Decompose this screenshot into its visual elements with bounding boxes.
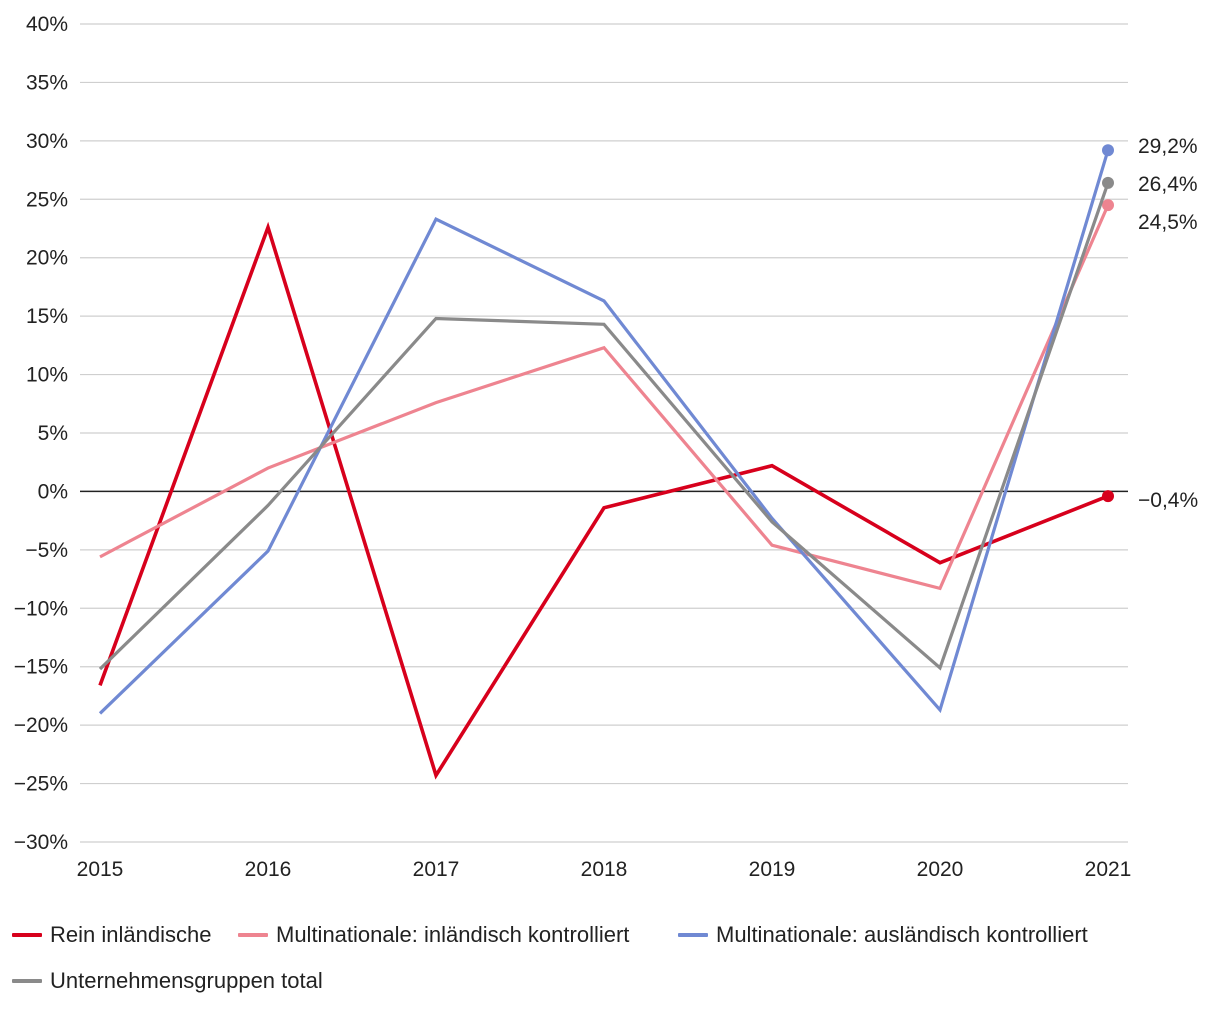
series-line — [98, 221, 1109, 780]
y-tick-label: 10% — [26, 364, 68, 387]
y-axis-ticks: 40% 35% 30% 25% 20% 15% 10% 5% 0% −5% −10% −15% −20%… — [14, 13, 68, 854]
x-tick-label: 2020 — [917, 858, 964, 881]
legend-label: Multinationale: inländisch kontrolliert — [276, 922, 630, 947]
y-tick-label: 35% — [26, 71, 68, 94]
legend-label: Unternehmensgruppen total — [50, 968, 323, 993]
y-tick-label: −20% — [14, 714, 68, 737]
series-end-marker — [1102, 144, 1114, 157]
y-tick-label: −15% — [14, 656, 68, 679]
x-axis-ticks: 2015 2016 2017 2018 2019 2020 2021 — [77, 858, 1132, 881]
y-tick-label: 40% — [26, 13, 68, 36]
legend-item-multinationale-inlaendisch: Multinationale: inländisch kontrolliert — [238, 922, 629, 948]
legend-label: Rein inländische — [50, 922, 212, 947]
legend-swatch — [238, 933, 268, 937]
legend-swatch — [678, 933, 708, 937]
y-tick-label: 20% — [26, 247, 68, 270]
y-tick-label: 0% — [38, 480, 68, 503]
series-end-marker — [1102, 490, 1114, 503]
x-tick-label: 2016 — [245, 858, 292, 881]
y-tick-label: −25% — [14, 773, 68, 796]
end-value-labels: 29,2% 26,4% 24,5% −0,4% — [1138, 135, 1198, 512]
legend-swatch — [12, 933, 42, 937]
y-tick-label: −5% — [25, 539, 68, 562]
x-tick-label: 2021 — [1085, 858, 1132, 881]
legend-swatch — [12, 979, 42, 983]
end-value-label: 26,4% — [1138, 173, 1198, 196]
x-tick-label: 2017 — [413, 858, 460, 881]
y-tick-label: 5% — [38, 422, 68, 445]
y-tick-label: 15% — [26, 305, 68, 328]
series-line — [98, 182, 1110, 671]
y-tick-label: −10% — [14, 597, 68, 620]
series-line — [98, 149, 1110, 715]
series-end-marker — [1102, 199, 1114, 212]
legend-item-unternehmensgruppen-total: Unternehmensgruppen total — [12, 968, 323, 994]
end-value-label: 24,5% — [1138, 211, 1198, 234]
legend-item-rein-inlaendische: Rein inländische — [12, 922, 211, 948]
line-chart: 40% 35% 30% 25% 20% 15% 10% 5% 0% −5% −10% −15% −20%… — [14, 13, 1198, 881]
x-tick-label: 2015 — [77, 858, 124, 881]
legend-label: Multinationale: ausländisch kontrolliert — [716, 922, 1088, 947]
y-tick-label: 30% — [26, 130, 68, 153]
end-value-label: 29,2% — [1138, 135, 1198, 158]
gridlines — [80, 23, 1128, 843]
end-value-label: −0,4% — [1138, 489, 1198, 512]
series-line — [99, 204, 1110, 591]
x-tick-label: 2018 — [581, 858, 628, 881]
series-end-marker — [1102, 176, 1114, 189]
series-lines — [98, 144, 1114, 780]
y-tick-label: 25% — [26, 188, 68, 211]
legend-item-multinationale-auslaendisch: Multinationale: ausländisch kontrolliert — [678, 922, 1088, 948]
x-tick-label: 2019 — [749, 858, 796, 881]
y-tick-label: −30% — [14, 831, 68, 854]
